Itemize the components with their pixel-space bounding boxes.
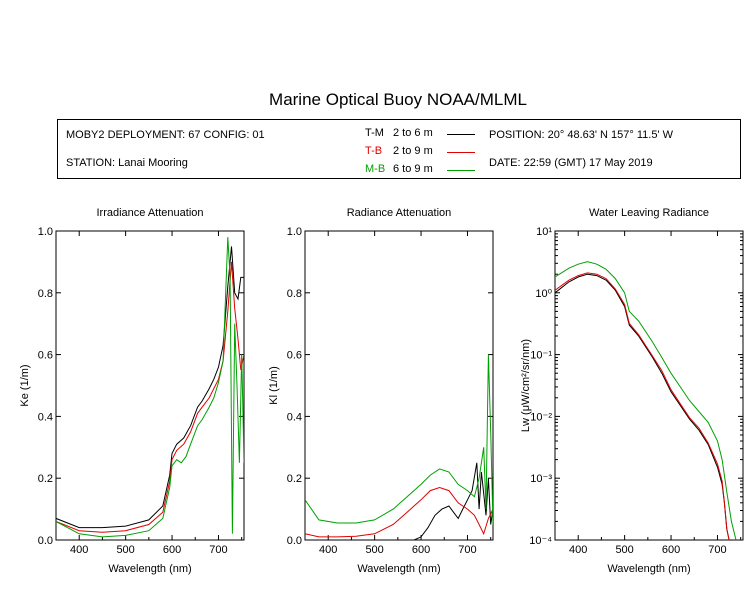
x-axis-label: Wavelength (nm) [108,563,191,575]
legend-code-mb: M-B [365,163,386,175]
x-axis-label: Wavelength (nm) [607,563,690,575]
y-tick-label: 0.0 [38,535,53,547]
y-tick-label: 0.6 [38,350,53,362]
y-tick-label: 0.2 [38,473,53,485]
plot-frame [304,230,494,541]
deployment-text: MOBY2 DEPLOYMENT: 67 CONFIG: 01 [66,129,265,141]
legend-line-tm [447,134,475,135]
x-tick-label: 400 [319,544,337,556]
legend-code-tb: T-B [365,145,383,157]
x-tick-label: 700 [209,544,227,556]
series-line-m-b [56,237,244,538]
x-tick-label: 600 [163,544,181,556]
y-tick-label: 10⁻³ [530,473,552,485]
x-tick-label: 600 [412,544,430,556]
y-tick-label: 10¹ [536,226,552,238]
x-tick-label: 400 [569,544,587,556]
y-tick-label: 10⁰ [535,288,552,300]
legend-code-tm: T-M [365,127,384,139]
y-tick-label: 10⁻⁴ [529,535,552,547]
chart-1: Irradiance Attenuation 400 500 600 700 0.0 0.2… [19,207,245,575]
y-tick-label: 0.2 [287,473,302,485]
series-line-t-m [555,273,730,540]
legend-range-mb: 6 to 9 m [393,163,433,175]
series-line-t-b [305,486,493,538]
y-tick-label: 0.8 [38,288,53,300]
series-line-t-m [413,462,493,540]
legend-line-tb [447,152,475,153]
y-axis-label: Ke (1/m) [19,364,31,406]
x-tick-label: 500 [615,544,633,556]
chart-title: Water Leaving Radiance [589,207,709,219]
y-tick-label: 0.4 [38,411,53,423]
legend-range-tb: 2 to 9 m [393,145,433,157]
chart-title: Radiance Attenuation [347,207,452,219]
x-tick-label: 500 [116,544,134,556]
main-title: Marine Optical Buoy NOAA/MLML [269,90,527,109]
chart-2: Radiance Attenuation 400 500 600 700 0.0 0.2 0.… [268,207,494,575]
series-line-m-b [555,261,737,540]
y-axis-label: Kl (1/m) [268,366,280,405]
x-tick-label: 700 [458,544,476,556]
y-axis-label: Lw (μW/cm²/sr/nm) [520,339,532,432]
y-tick-label: 1.0 [287,226,302,238]
y-tick-label: 1.0 [38,226,53,238]
y-tick-label: 10⁻¹ [530,350,552,362]
x-tick-label: 500 [365,544,383,556]
plot-frame [554,230,744,541]
info-box: MOBY2 DEPLOYMENT: 67 CONFIG: 01 STATION:… [57,119,741,179]
y-tick-label: 10⁻² [530,411,552,423]
y-tick-label: 0.6 [287,350,302,362]
x-tick-label: 700 [708,544,726,556]
plot-frame [55,230,245,541]
legend-line-mb [447,170,475,171]
chart-3: Water Leaving Radiance 400 500 600 700 10⁻⁴ 10… [520,207,744,575]
series-line-t-b [555,272,730,540]
legend-range-tm: 2 to 6 m [393,127,433,139]
date-text: DATE: 22:59 (GMT) 17 May 2019 [489,157,653,169]
chart-title: Irradiance Attenuation [96,207,203,219]
x-axis-label: Wavelength (nm) [357,563,440,575]
series-line-t-b [56,261,244,533]
position-text: POSITION: 20° 48.63' N 157° 11.5' W [489,129,673,141]
x-tick-label: 600 [662,544,680,556]
series-line-t-m [56,246,244,529]
y-tick-label: 0.0 [287,535,302,547]
y-tick-label: 0.4 [287,411,302,423]
station-text: STATION: Lanai Mooring [66,157,188,169]
series-line-m-b [305,354,493,525]
y-tick-label: 0.8 [287,288,302,300]
x-tick-label: 400 [70,544,88,556]
